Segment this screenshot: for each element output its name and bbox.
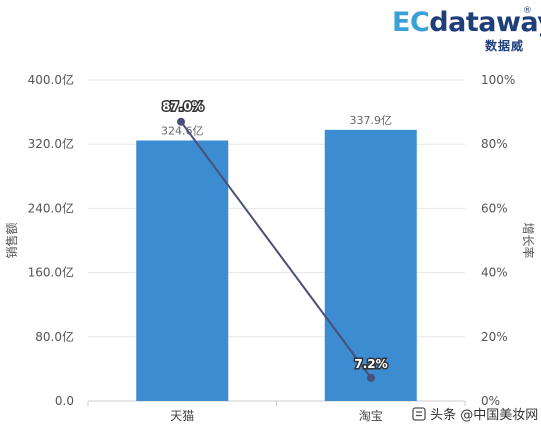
- y-tick-label: 240.0亿: [28, 200, 74, 215]
- logo-prefix: EC: [392, 7, 430, 38]
- growth-data-label: 87.0%: [162, 100, 204, 114]
- logo-wordmark: ECdataway: [392, 8, 541, 38]
- y-tick-label: 80.0亿: [35, 329, 74, 344]
- x-tick-label: 天猫: [170, 409, 194, 423]
- y-tick-label: 160.0亿: [28, 265, 74, 280]
- y2-axis-title: 增长率: [521, 222, 536, 258]
- y2-tick-label: 80%: [481, 137, 508, 151]
- growth-line: [180, 121, 372, 379]
- watermark-text: 头条 @中国美妆网: [430, 408, 539, 423]
- y2-tick-label: 20%: [481, 330, 508, 344]
- y2-tick-label: 40%: [481, 266, 508, 280]
- logo-suffix: dataway: [429, 7, 541, 38]
- growth-point: [367, 373, 375, 382]
- bar: [136, 140, 229, 402]
- y-tick-label: 0.0: [55, 394, 74, 408]
- bar-data-label: 337.9亿: [350, 114, 393, 127]
- y2-tick-label: 100%: [481, 73, 515, 87]
- y-tick-label: 400.0亿: [28, 72, 74, 87]
- logo-subtitle: 数据威: [484, 39, 524, 53]
- y-axis-title: 销售额: [4, 222, 19, 258]
- bar: [324, 129, 417, 401]
- registered-mark: ®: [523, 6, 532, 16]
- bar-data-label: 324.6亿: [161, 125, 204, 138]
- toutiao-icon: [412, 407, 426, 421]
- growth-data-label: 7.2%: [354, 357, 387, 371]
- x-tick-label: 淘宝: [359, 409, 383, 423]
- y2-tick-label: 0%: [481, 394, 500, 408]
- brand-logo: ECdataway ® 数据威: [392, 6, 541, 54]
- watermark: 头条 @中国美妆网: [412, 404, 538, 423]
- y2-tick-label: 60%: [481, 201, 508, 215]
- growth-point: [177, 117, 185, 126]
- y-tick-label: 320.0亿: [28, 136, 74, 151]
